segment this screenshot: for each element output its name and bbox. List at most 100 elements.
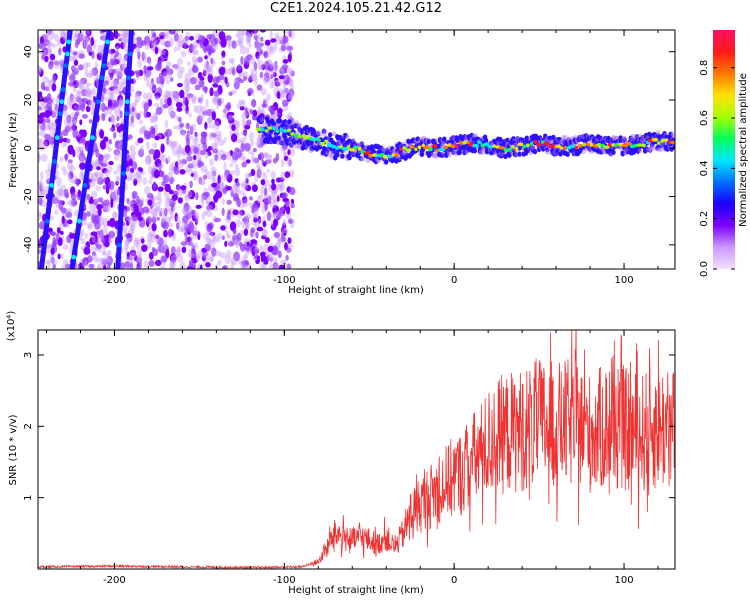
- noise-speckle: [126, 233, 133, 243]
- noise-speckle: [88, 90, 93, 100]
- noise-speckle: [116, 125, 122, 133]
- noise-speckle: [116, 177, 120, 185]
- noise-speckle: [246, 33, 252, 39]
- noise-speckle: [237, 34, 244, 44]
- noise-speckle: [72, 55, 76, 62]
- noise-speckle: [158, 72, 163, 79]
- noise-speckle: [80, 169, 84, 177]
- noise-speckle: [188, 190, 196, 200]
- noise-speckle: [285, 254, 289, 261]
- noise-speckle: [276, 195, 280, 202]
- noise-speckle: [82, 39, 87, 49]
- noise-speckle: [273, 257, 278, 264]
- colorbar-tick-label: 0.2: [699, 211, 710, 227]
- noise-speckle: [113, 102, 119, 108]
- noise-speckle: [233, 251, 241, 262]
- noise-speckle: [45, 86, 50, 92]
- noise-speckle: [51, 110, 56, 117]
- noise-speckle: [280, 44, 286, 52]
- noise-speckle: [212, 148, 219, 154]
- noise-speckle: [221, 154, 227, 161]
- noise-speckle: [269, 62, 275, 68]
- trace-band: [656, 130, 661, 136]
- noise-speckle: [179, 89, 185, 99]
- noise-speckle: [184, 156, 191, 163]
- noise-speckle: [233, 120, 239, 126]
- noise-speckle: [102, 217, 108, 227]
- noise-speckle: [54, 209, 58, 216]
- diagonal-streak: [38, 30, 73, 269]
- noise-speckle: [185, 104, 189, 114]
- noise-speckle: [184, 72, 192, 83]
- snr-ticks: -200 -100 0 100 1 2 3: [23, 330, 675, 586]
- noise-speckle: [88, 119, 93, 124]
- noise-speckle: [47, 43, 52, 54]
- noise-speckle: [39, 212, 43, 218]
- noise-speckle: [274, 81, 281, 87]
- noise-speckle: [192, 50, 197, 56]
- noise-speckle: [107, 147, 112, 152]
- noise-speckle: [96, 52, 103, 61]
- noise-speckle: [169, 252, 177, 263]
- noise-speckle: [87, 88, 93, 96]
- noise-speckle: [45, 40, 52, 46]
- noise-speckle: [184, 231, 188, 238]
- noise-speckle: [188, 205, 193, 216]
- noise-speckle: [192, 242, 199, 250]
- noise-speckle: [203, 251, 210, 261]
- noise-speckle: [194, 217, 198, 226]
- noise-speckle: [230, 133, 238, 143]
- noise-speckle: [111, 85, 118, 90]
- noise-speckle: [221, 197, 225, 206]
- noise-speckle: [137, 254, 143, 263]
- noise-speckle: [276, 78, 283, 87]
- noise-speckle: [200, 105, 207, 112]
- noise-speckle: [108, 161, 114, 166]
- noise-speckle: [204, 151, 209, 159]
- x-tick-label: -100: [273, 275, 296, 286]
- noise-speckle: [76, 96, 82, 103]
- noise-speckle: [41, 54, 45, 61]
- noise-speckle: [40, 124, 46, 131]
- trace-peak: [334, 146, 340, 150]
- noise-speckle: [253, 214, 259, 220]
- noise-speckle: [200, 93, 204, 103]
- noise-speckle: [131, 150, 137, 157]
- trace-peak: [346, 145, 351, 149]
- noise-speckle: [168, 228, 172, 239]
- noise-speckle: [97, 176, 104, 185]
- noise-speckle: [76, 90, 83, 99]
- noise-speckle: [199, 180, 206, 186]
- trace-peak: [660, 139, 665, 143]
- trace-band: [533, 133, 539, 139]
- noise-speckle: [166, 136, 170, 146]
- trace-band: [328, 132, 333, 138]
- noise-speckle: [287, 111, 292, 122]
- noise-speckle: [102, 184, 107, 190]
- noise-speckle: [288, 30, 292, 38]
- noise-speckle: [38, 65, 42, 75]
- noise-speckle: [246, 241, 250, 247]
- noise-speckle: [130, 245, 136, 252]
- trace-peak: [637, 143, 643, 147]
- noise-speckle: [173, 46, 178, 53]
- noise-speckle: [59, 189, 65, 198]
- noise-speckle: [104, 169, 111, 177]
- noise-speckle: [251, 74, 258, 82]
- noise-speckle: [241, 117, 246, 128]
- noise-speckle: [56, 227, 61, 234]
- noise-speckle: [274, 183, 281, 191]
- noise-speckle: [176, 222, 180, 230]
- noise-speckle: [67, 144, 74, 155]
- noise-speckle: [256, 55, 261, 63]
- noise-speckle: [187, 163, 194, 169]
- trace-peak: [443, 145, 448, 150]
- noise-speckle: [100, 163, 108, 168]
- noise-speckle: [194, 131, 198, 138]
- noise-speckle: [135, 241, 140, 250]
- noise-speckle: [198, 34, 205, 45]
- noise-speckle: [89, 99, 96, 107]
- noise-speckle: [290, 198, 295, 204]
- trace-peak: [290, 132, 295, 136]
- noise-speckle: [256, 256, 260, 262]
